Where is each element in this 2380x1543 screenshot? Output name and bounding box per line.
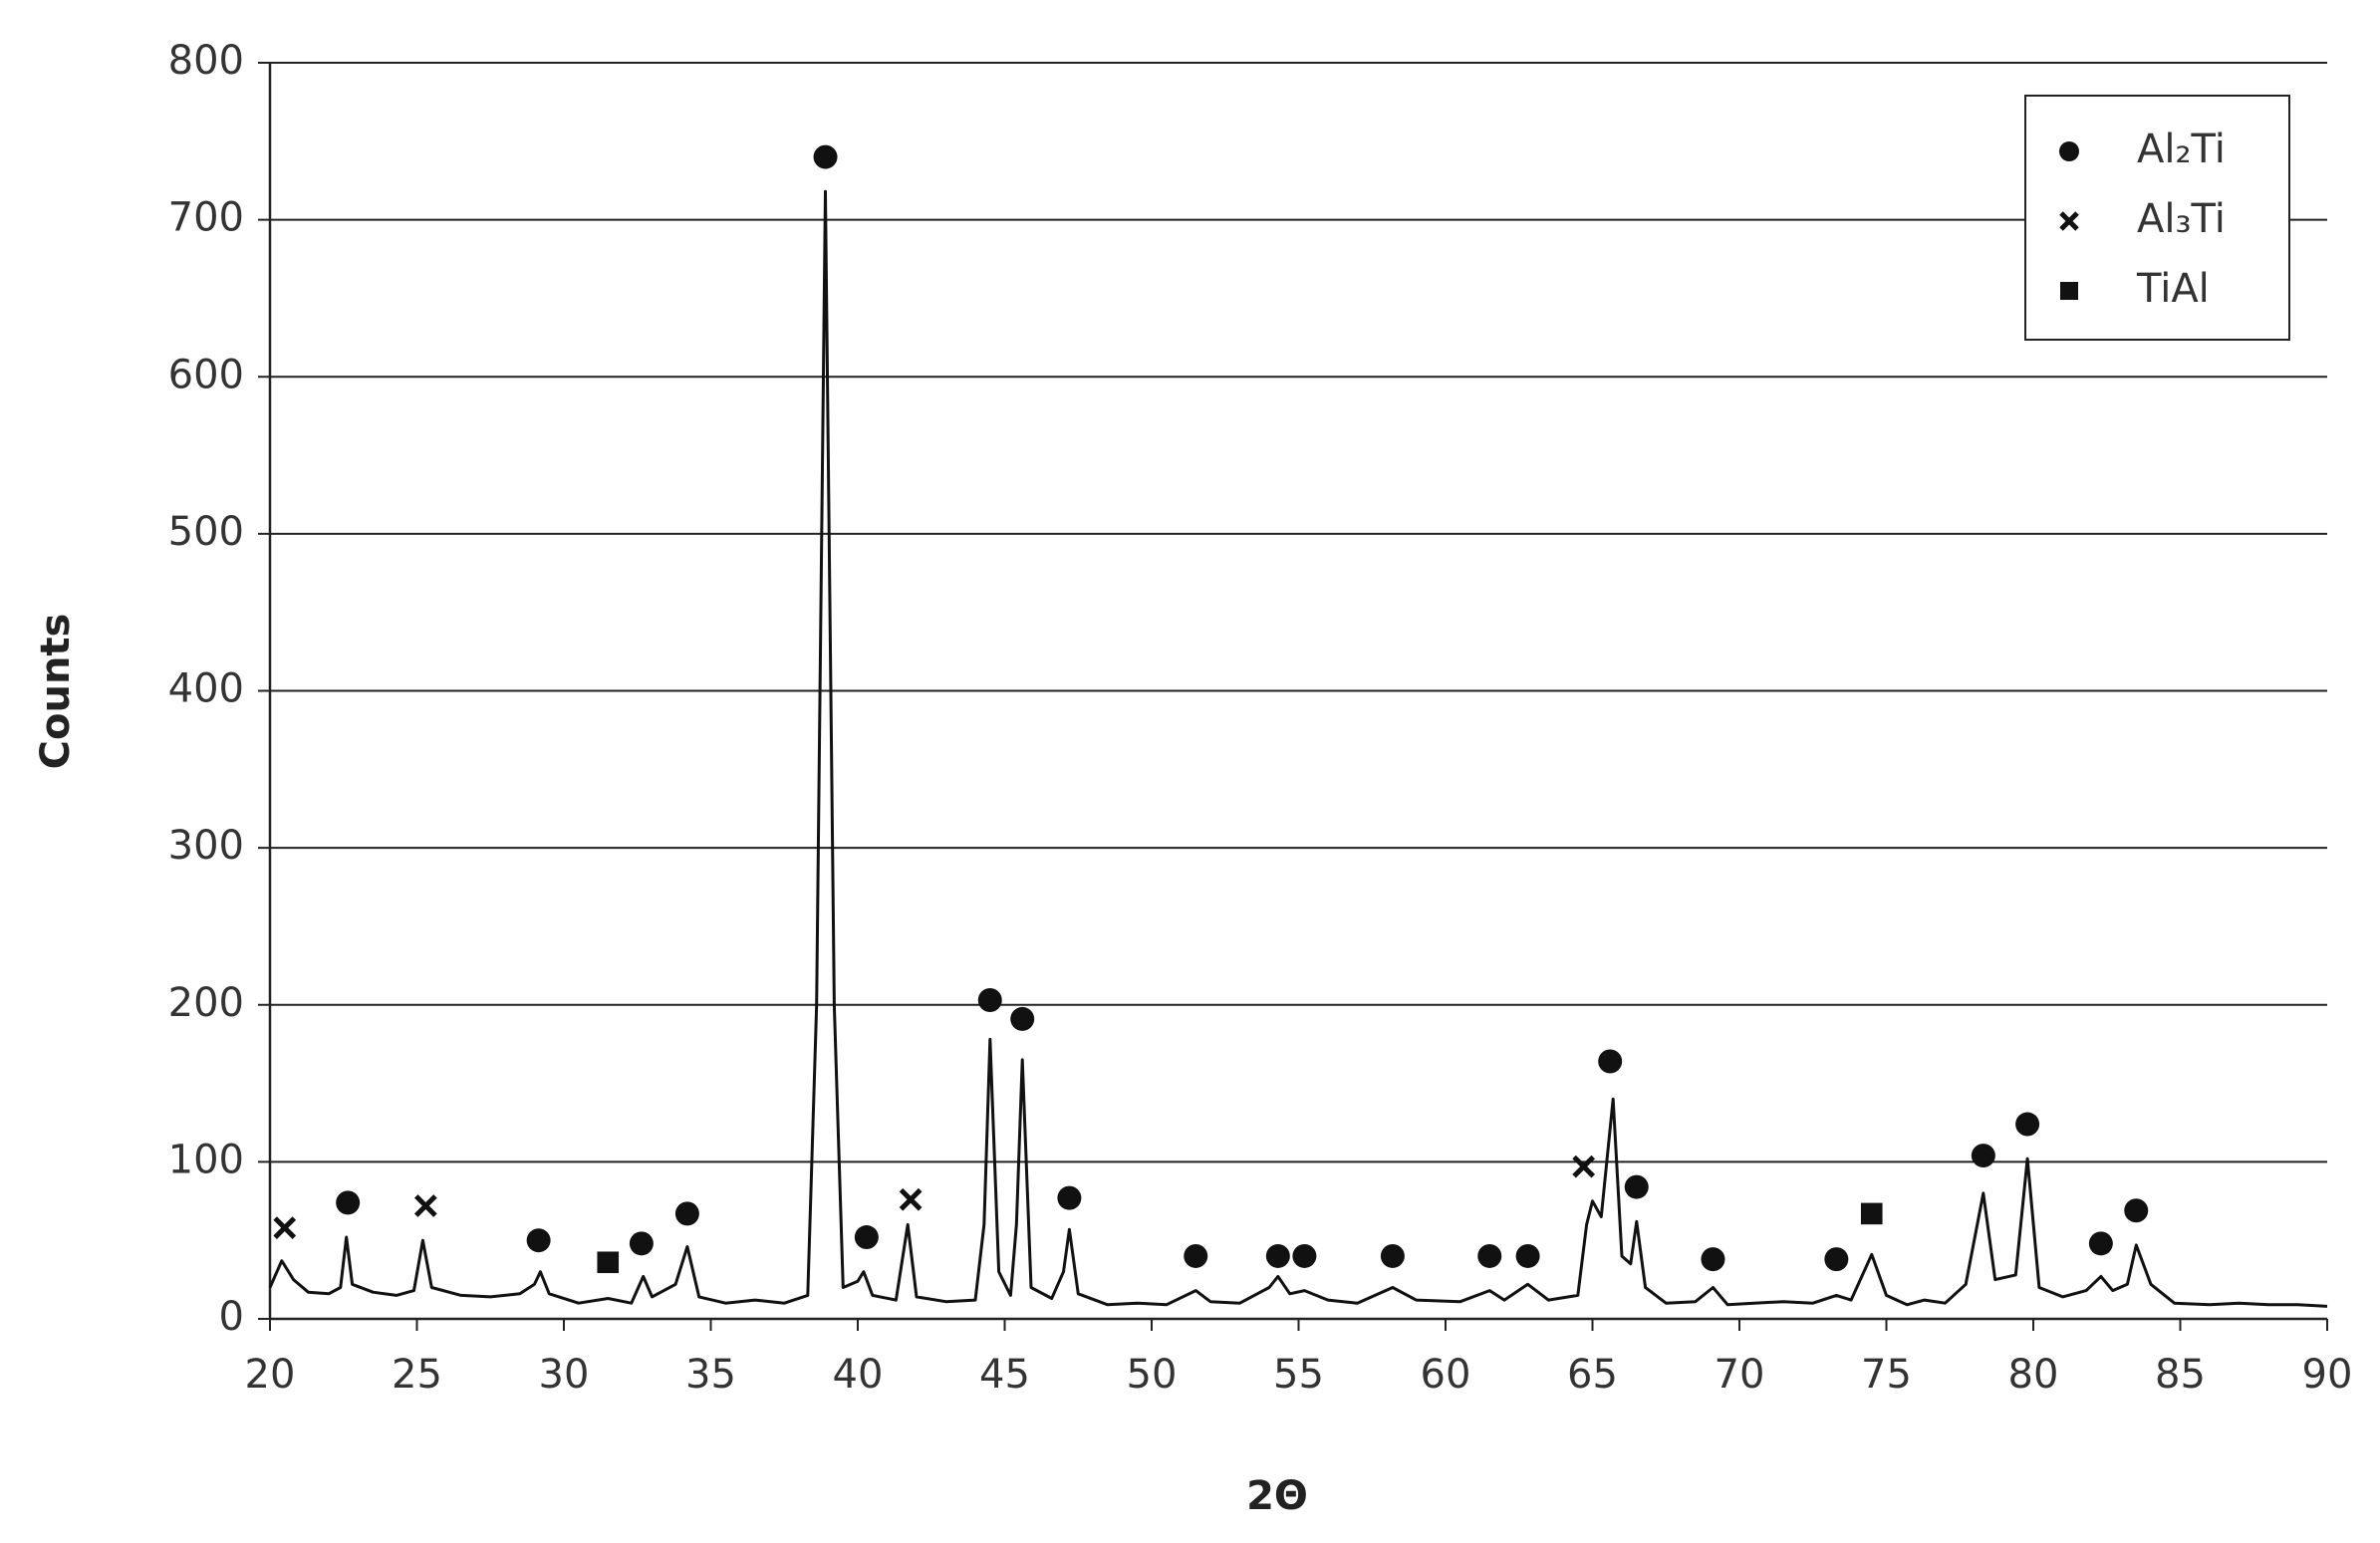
- marker: [629, 1231, 654, 1256]
- marker: [1477, 1243, 1502, 1268]
- x-tick-label: 80: [2008, 1352, 2059, 1398]
- marker: [1265, 1243, 1290, 1268]
- legend-label: Al₂Ti: [2137, 127, 2226, 172]
- y-tick-label: 0: [219, 1294, 244, 1340]
- x-tick-label: 45: [979, 1352, 1030, 1398]
- marker: [1515, 1243, 1540, 1268]
- legend-marker: [2059, 141, 2079, 161]
- x-tick-label: 70: [1715, 1352, 1765, 1398]
- marker: [1624, 1174, 1649, 1199]
- marker: [413, 1194, 437, 1217]
- y-tick-label: 800: [168, 38, 244, 84]
- marker: [1701, 1247, 1725, 1272]
- marker: [2088, 1231, 2113, 1256]
- x-tick-label: 55: [1273, 1352, 1324, 1398]
- x-tick-label: 90: [2302, 1352, 2353, 1398]
- legend-marker: [2059, 211, 2079, 231]
- y-tick-label: 400: [168, 666, 244, 712]
- x-axis-title: 2Θ: [1246, 1473, 1308, 1519]
- marker: [674, 1201, 699, 1226]
- marker: [336, 1190, 361, 1215]
- y-tick-label: 600: [168, 352, 244, 397]
- marker: [813, 144, 838, 169]
- y-tick-label: 500: [168, 509, 244, 555]
- marker: [1598, 1049, 1623, 1074]
- y-tick-label: 200: [168, 980, 244, 1026]
- marker: [1010, 1006, 1035, 1031]
- marker: [1572, 1155, 1596, 1178]
- marker: [1971, 1144, 1995, 1168]
- pattern-line: [268, 189, 2328, 1308]
- marker: [2124, 1198, 2149, 1223]
- marker: [1184, 1243, 1208, 1268]
- marker: [526, 1228, 551, 1253]
- x-tick-label: 65: [1567, 1352, 1618, 1398]
- x-tick-label: 40: [833, 1352, 884, 1398]
- marker: [1824, 1247, 1849, 1272]
- legend-label: TiAl: [2136, 266, 2210, 312]
- marker: [1860, 1202, 1883, 1225]
- x-tick-label: 20: [245, 1352, 296, 1398]
- y-tick-label: 300: [168, 823, 244, 869]
- x-tick-label: 60: [1421, 1352, 1471, 1398]
- y-tick-label: 700: [168, 195, 244, 241]
- marker: [977, 988, 1002, 1013]
- marker: [273, 1216, 297, 1239]
- marker: [1380, 1243, 1405, 1268]
- legend-label: Al₃Ti: [2137, 196, 2226, 242]
- marker: [1292, 1243, 1317, 1268]
- x-tick-label: 35: [685, 1352, 736, 1398]
- y-tick-label: 100: [168, 1137, 244, 1182]
- x-tick-label: 75: [1861, 1352, 1912, 1398]
- marker: [2015, 1112, 2040, 1137]
- legend-marker: [2060, 282, 2078, 300]
- marker: [597, 1251, 620, 1274]
- x-tick-label: 25: [392, 1352, 442, 1398]
- marker: [899, 1187, 923, 1211]
- marker: [854, 1225, 879, 1250]
- x-tick-label: 85: [2155, 1352, 2206, 1398]
- marker: [1057, 1185, 1082, 1210]
- x-tick-label: 50: [1127, 1352, 1178, 1398]
- y-axis-title: Counts: [33, 614, 79, 770]
- x-tick-label: 30: [539, 1352, 590, 1398]
